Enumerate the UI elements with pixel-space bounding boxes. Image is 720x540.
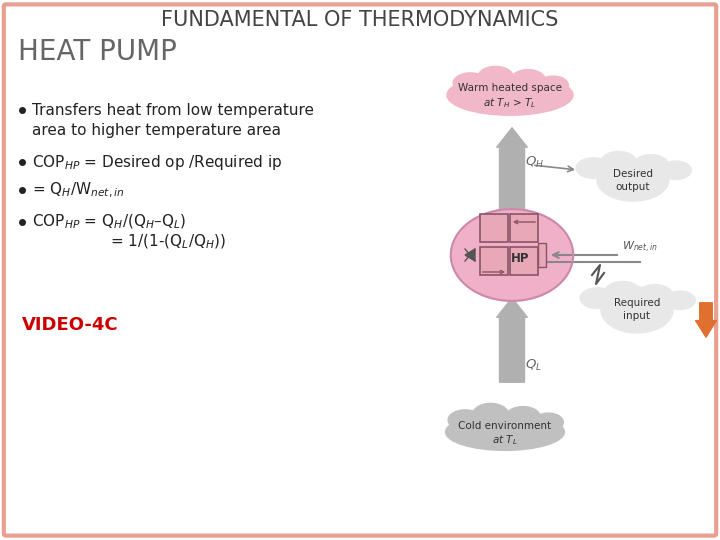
Ellipse shape: [472, 403, 508, 426]
Text: area to higher temperature area: area to higher temperature area: [32, 123, 281, 138]
Text: output: output: [616, 182, 650, 192]
Ellipse shape: [447, 75, 573, 115]
Text: COP$_{HP}$ = Q$_H$/(Q$_H$–Q$_L$): COP$_{HP}$ = Q$_H$/(Q$_H$–Q$_L$): [32, 213, 186, 231]
Ellipse shape: [600, 151, 636, 174]
Ellipse shape: [597, 159, 669, 201]
Ellipse shape: [538, 76, 568, 94]
FancyArrowPatch shape: [696, 303, 716, 337]
Ellipse shape: [477, 66, 513, 89]
Ellipse shape: [634, 154, 668, 175]
FancyBboxPatch shape: [510, 214, 538, 242]
FancyBboxPatch shape: [538, 243, 546, 267]
Text: at $T_L$: at $T_L$: [492, 433, 518, 447]
Ellipse shape: [665, 291, 696, 309]
Text: FUNDAMENTAL OF THERMODYNAMICS: FUNDAMENTAL OF THERMODYNAMICS: [161, 10, 559, 30]
FancyBboxPatch shape: [480, 214, 508, 242]
Text: = Q$_H$/W$_{net,in}$: = Q$_H$/W$_{net,in}$: [32, 180, 125, 200]
FancyArrowPatch shape: [535, 165, 573, 172]
Ellipse shape: [505, 407, 540, 427]
Text: Transfers heat from low temperature: Transfers heat from low temperature: [32, 103, 314, 118]
Text: input: input: [624, 311, 650, 321]
Ellipse shape: [580, 288, 615, 308]
Ellipse shape: [638, 285, 672, 305]
Text: HP: HP: [510, 252, 529, 265]
Ellipse shape: [446, 414, 564, 450]
Text: Warm heated space: Warm heated space: [458, 83, 562, 93]
Text: Required: Required: [614, 298, 660, 308]
Ellipse shape: [601, 287, 673, 333]
Text: $Q_H$: $Q_H$: [525, 154, 544, 170]
Ellipse shape: [661, 161, 691, 179]
Circle shape: [451, 209, 573, 301]
FancyArrowPatch shape: [497, 298, 527, 382]
Text: $W_{net,in}$: $W_{net,in}$: [622, 239, 658, 254]
Text: at $T_H$ > $T_L$: at $T_H$ > $T_L$: [483, 96, 536, 110]
Ellipse shape: [533, 413, 563, 431]
FancyBboxPatch shape: [4, 4, 716, 536]
Ellipse shape: [605, 281, 641, 304]
Text: HEAT PUMP: HEAT PUMP: [18, 38, 177, 66]
FancyArrowPatch shape: [514, 220, 535, 224]
Ellipse shape: [448, 410, 482, 430]
Polygon shape: [465, 249, 475, 261]
Text: Cold environment: Cold environment: [459, 421, 552, 431]
Ellipse shape: [453, 73, 487, 93]
Text: VIDEO-4C: VIDEO-4C: [22, 316, 119, 334]
Text: Desired: Desired: [613, 169, 653, 179]
Ellipse shape: [576, 158, 611, 178]
FancyBboxPatch shape: [480, 247, 508, 275]
FancyArrowPatch shape: [483, 271, 504, 274]
FancyArrowPatch shape: [497, 128, 527, 212]
Ellipse shape: [510, 70, 545, 90]
Text: COP$_{HP}$ = Desired op /Required ip: COP$_{HP}$ = Desired op /Required ip: [32, 152, 282, 172]
Text: = 1/(1-(Q$_L$/Q$_H$)): = 1/(1-(Q$_L$/Q$_H$)): [110, 233, 226, 251]
Text: $Q_L$: $Q_L$: [525, 357, 542, 373]
FancyBboxPatch shape: [510, 247, 538, 275]
